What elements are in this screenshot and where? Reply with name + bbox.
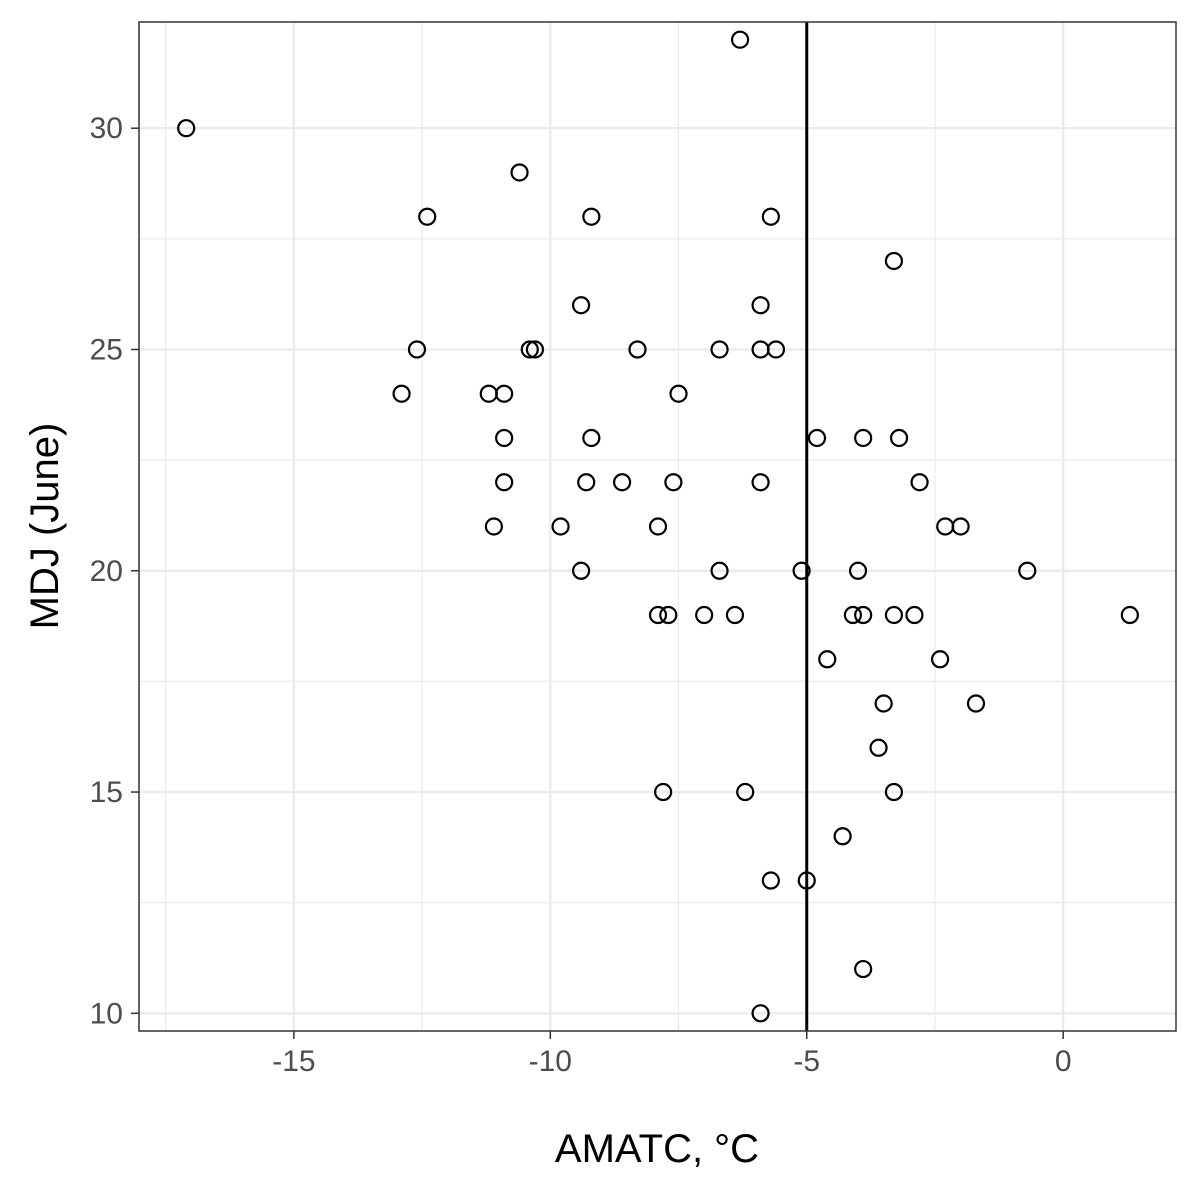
x-tick-label: -10 [529,1045,572,1078]
data-point [874,694,893,713]
data-point [854,605,873,625]
panel-background [139,22,1176,1031]
data-point [577,473,596,492]
data-point [669,384,688,403]
data-point [930,650,950,669]
data-point [613,473,632,492]
data-point [648,517,668,536]
data-point [520,340,539,359]
data-point [889,428,909,448]
data-point [884,782,904,802]
data-point [654,782,673,802]
data-point [761,207,780,226]
data-point [730,30,750,49]
y-axis-title: MDJ (June) [23,423,67,630]
data-point [910,473,929,492]
data-point [177,119,196,138]
data-point [695,605,714,625]
x-tick-label: -5 [793,1045,820,1078]
x-axis-ticks: -15 -10 -5 0 [272,1031,1072,1078]
data-point [495,473,514,492]
y-tick-label: 25 [90,333,123,366]
y-tick-label: 15 [90,776,123,809]
data-point [628,340,647,359]
data-point [884,251,904,271]
data-point [582,207,601,226]
data-points [177,30,1139,1023]
data-point [484,517,503,536]
data-point [725,605,745,625]
data-point [648,605,668,625]
data-point [710,561,729,580]
data-point [854,959,873,979]
data-point [418,207,437,226]
data-point [869,738,888,757]
data-point [571,296,591,315]
data-point [761,871,780,890]
data-point [495,384,514,403]
data-point [848,561,868,580]
data-point [905,605,924,625]
data-point [766,340,786,359]
data-point [807,428,827,448]
data-point [833,827,852,846]
data-point [710,340,729,359]
y-tick-label: 10 [90,997,123,1030]
data-point [751,1004,770,1023]
y-tick-label: 30 [90,112,123,145]
data-point [854,428,873,448]
data-point [884,605,904,625]
data-point [966,694,986,713]
data-point [551,517,570,536]
data-point [495,428,514,448]
y-axis-ticks: 10 15 20 25 30 [90,112,139,1030]
data-point [797,871,816,890]
data-point [659,605,678,625]
panel-border [138,21,1177,1032]
data-point [1018,561,1037,580]
data-point [843,605,862,625]
data-point [818,650,837,669]
data-point [664,473,683,492]
data-point [751,473,770,492]
data-point [525,340,545,359]
minor-gridlines [139,22,1176,1031]
y-tick-label: 20 [90,555,123,588]
data-point [736,782,755,802]
data-point [1120,605,1139,625]
data-point [951,517,970,536]
x-tick-label: -15 [272,1045,315,1078]
data-point [751,296,770,315]
data-point [510,163,529,182]
data-point [392,384,411,403]
x-axis-title: AMATC, °C [555,1127,759,1171]
data-point [582,428,601,448]
data-point [407,340,427,359]
data-point [571,561,591,580]
x-tick-label: 0 [1055,1045,1072,1078]
data-point [792,561,811,580]
